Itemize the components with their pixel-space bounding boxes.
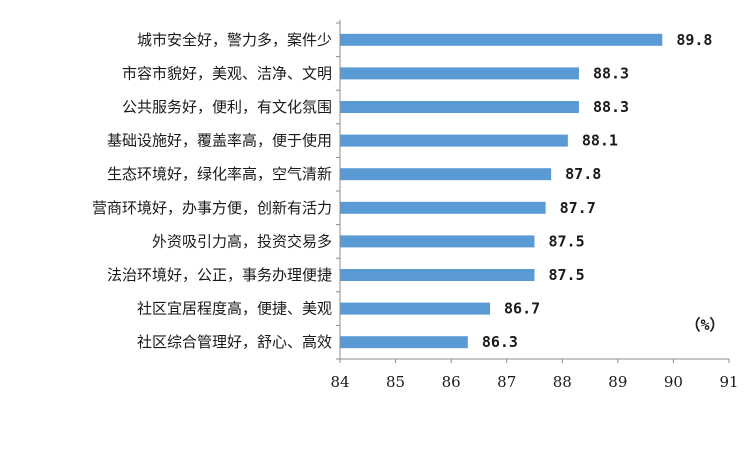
bar [340, 168, 552, 181]
x-tick-label: 90 [664, 373, 683, 391]
data-label: 87.5 [549, 266, 585, 284]
data-label: 88.1 [582, 132, 618, 150]
category-label: 外资吸引力高，投资交易多 [152, 232, 332, 250]
data-label: 88.3 [593, 64, 629, 82]
bar [340, 201, 546, 214]
category-label: 法治环境好，公正，事务办理便捷 [107, 266, 332, 284]
bar [340, 101, 579, 113]
data-label: 87.5 [549, 232, 585, 250]
bar [340, 235, 535, 248]
x-axis-ticks: 84 85 86 87 88 89 90 91 [330, 22, 739, 391]
bar [340, 269, 535, 281]
category-label: 社区宜居程度高，便捷、美观 [137, 300, 332, 318]
x-tick-label: 87 [497, 373, 516, 391]
data-label: 88.3 [593, 98, 629, 116]
bar [340, 33, 663, 46]
bar [340, 67, 579, 80]
data-label: 86.7 [504, 300, 540, 318]
bar [340, 134, 568, 147]
category-labels: 城市安全好，警力多，案件少市容市貌好，美观、洁净、文明公共服务好，便利，有文化氛… [92, 31, 332, 351]
x-tick-label: 86 [442, 373, 461, 391]
x-tick-label: 84 [330, 373, 349, 391]
unit-label: （%） [685, 316, 724, 334]
data-label: 87.7 [560, 199, 596, 217]
bar [340, 302, 491, 315]
category-label: 城市安全好，警力多，案件少 [137, 31, 332, 49]
bar [340, 336, 468, 349]
value-labels: 89.8 88.3 88.3 88.1 87.8 87.7 87.5 87.5 86.7 86.3 [482, 31, 713, 351]
category-label: 基础设施好，覆盖率高，便于使用 [107, 132, 332, 150]
data-label: 87.8 [565, 165, 601, 183]
x-tick-label: 85 [386, 373, 405, 391]
category-label: 市容市貌好，美观、洁净、文明 [122, 64, 332, 82]
x-tick-label: 91 [719, 373, 738, 391]
data-label: 86.3 [482, 333, 518, 351]
bar-group [340, 33, 663, 349]
category-label: 营商环境好，办事方便，创新有活力 [92, 199, 332, 217]
category-label: 公共服务好，便利，有文化氛围 [122, 98, 332, 116]
data-label: 89.8 [676, 31, 712, 49]
x-tick-label: 89 [608, 373, 627, 391]
category-label: 社区综合管理好，舒心、高效 [137, 333, 332, 351]
x-tick-label: 88 [553, 373, 572, 391]
category-label: 生态环境好，绿化率高，空气清新 [107, 165, 332, 183]
